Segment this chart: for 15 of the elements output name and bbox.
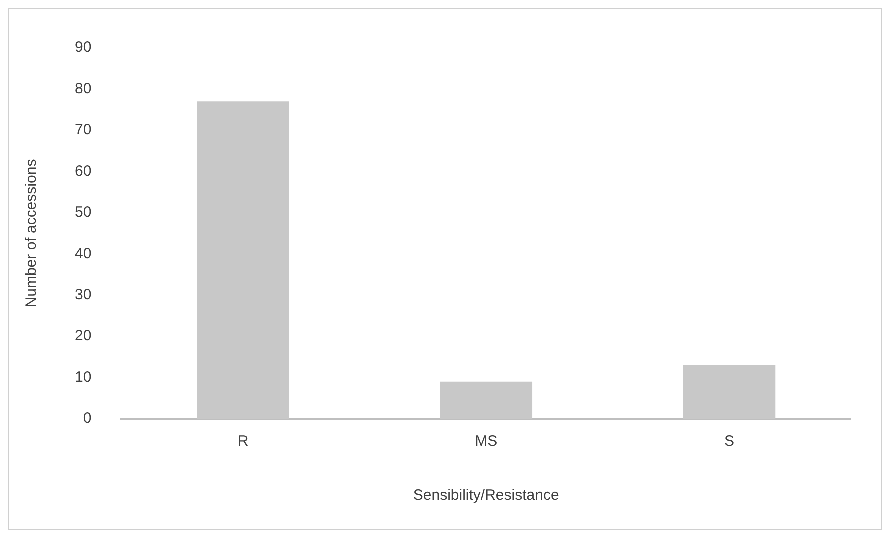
y-axis-title: Number of accessions	[23, 159, 40, 308]
y-tick-label: 40	[74, 245, 92, 262]
x-tick-label: S	[724, 433, 734, 450]
y-tick-label: 70	[74, 122, 92, 139]
y-tick-label: 30	[74, 286, 92, 304]
x-axis-title: Sensibility/Resistance	[413, 487, 560, 504]
y-tick-label: 80	[74, 80, 92, 98]
y-tick-label: 90	[74, 39, 92, 56]
x-tick-label: MS	[475, 433, 498, 450]
y-tick-label: 0	[83, 410, 92, 428]
y-tick-label: 50	[74, 204, 92, 222]
y-tick-label: 60	[74, 162, 92, 180]
x-tick-label: R	[238, 433, 249, 450]
y-tick-label: 20	[74, 328, 92, 345]
y-tick-label: 10	[74, 368, 92, 386]
